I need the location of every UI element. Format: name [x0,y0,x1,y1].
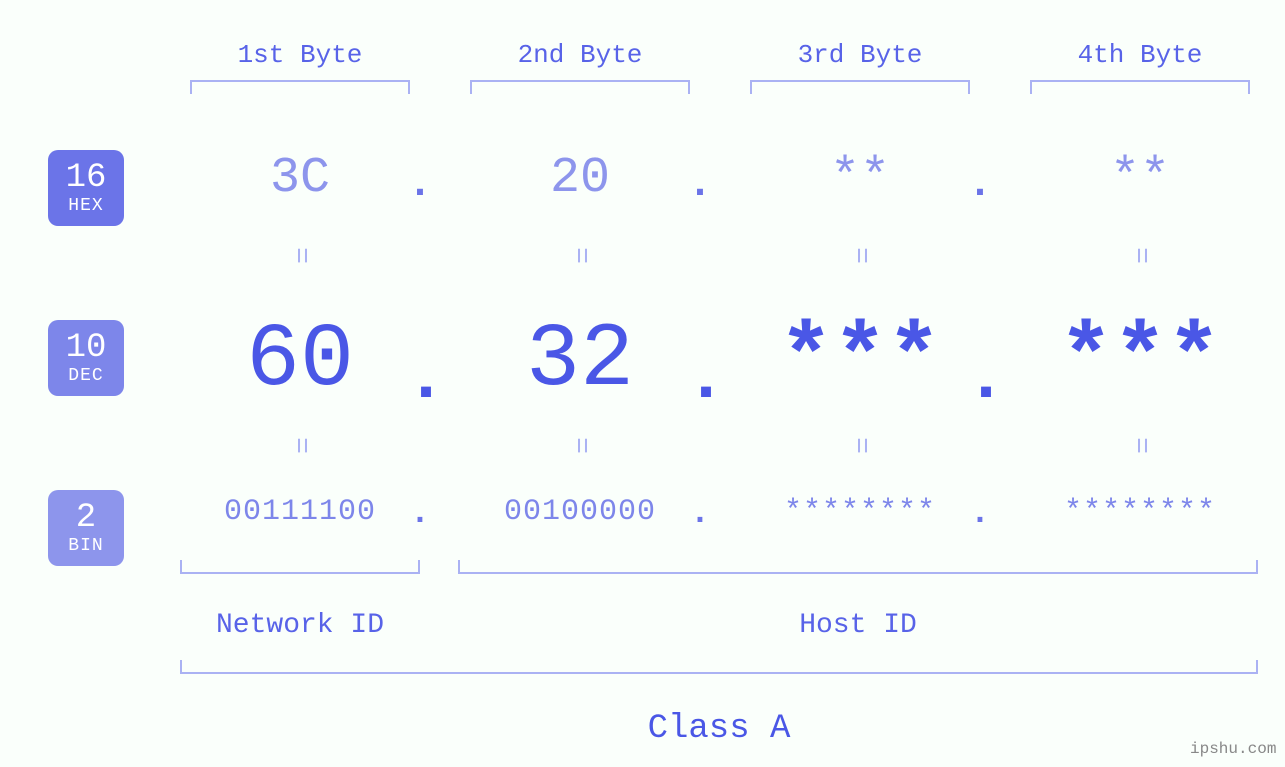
eq-2-1: = [285,316,316,576]
network-label: Network ID [180,610,420,641]
hex-dot-2: . [685,160,715,208]
network-bracket [180,560,420,574]
dec-dot-1: . [405,340,435,419]
dec-dot-3: . [965,340,995,419]
top-bracket-2 [470,80,690,94]
bin-byte-2: 00100000 [450,495,710,529]
host-label: Host ID [458,610,1258,641]
hex-dot-3: . [965,160,995,208]
eq-2-3: = [845,316,876,576]
bin-byte-4: ******** [1010,495,1270,529]
bin-dot-2: . [685,495,715,533]
top-bracket-1 [190,80,410,94]
eq-2-4: = [1125,316,1156,576]
badge-bin: 2 BIN [48,490,124,566]
bin-byte-3: ******** [730,495,990,529]
badge-hex: 16 HEX [48,150,124,226]
badge-bin-lbl: BIN [68,537,103,555]
hex-dot-1: . [405,160,435,208]
byte-label-1: 1st Byte [170,40,430,70]
dec-dot-2: . [685,340,715,419]
host-bracket [458,560,1258,574]
badge-hex-num: 16 [66,161,107,195]
class-label: Class A [180,710,1258,748]
credit-text: ipshu.com [1190,740,1276,758]
byte-label-3: 3rd Byte [730,40,990,70]
byte-label-2: 2nd Byte [450,40,710,70]
badge-dec: 10 DEC [48,320,124,396]
class-bracket [180,660,1258,674]
badge-dec-lbl: DEC [68,367,103,385]
eq-2-2: = [565,316,596,576]
byte-label-4: 4th Byte [1010,40,1270,70]
badge-hex-lbl: HEX [68,197,103,215]
bin-dot-1: . [405,495,435,533]
top-bracket-3 [750,80,970,94]
top-bracket-4 [1030,80,1250,94]
badge-bin-num: 2 [76,501,96,535]
bin-byte-1: 00111100 [170,495,430,529]
bin-dot-3: . [965,495,995,533]
badge-dec-num: 10 [66,331,107,365]
